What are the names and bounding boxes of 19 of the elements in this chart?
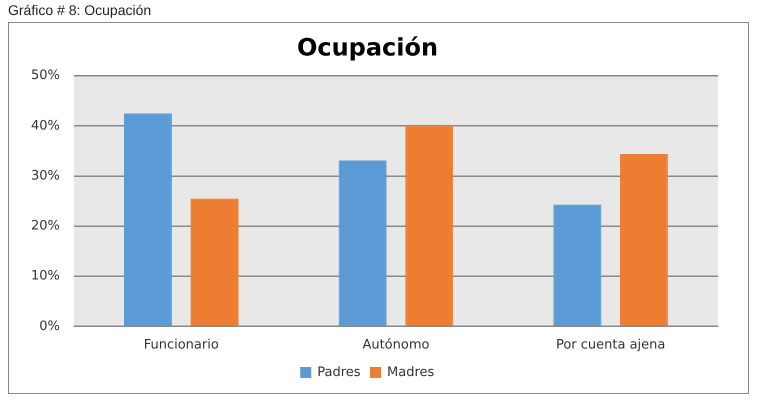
- bar: [338, 160, 387, 326]
- bar: [124, 113, 172, 326]
- y-tick-label: 10%: [30, 268, 60, 284]
- text: Gráfico # 8: Ocupación: [8, 2, 152, 18]
- bar: [553, 204, 602, 326]
- legend-label: Madres: [387, 364, 435, 380]
- y-tick-label: 0%: [39, 318, 60, 334]
- chart-title: Ocupación: [296, 34, 438, 62]
- x-tick-label: Funcionario: [144, 338, 219, 353]
- y-tick-label: 50%: [30, 68, 60, 84]
- legend-label: Padres: [317, 364, 361, 380]
- y-tick-label: 40%: [30, 118, 60, 134]
- x-tick-label: Por cuenta ajena: [556, 338, 666, 353]
- x-tick-label: Autónomo: [362, 338, 430, 353]
- bar: [405, 126, 454, 326]
- y-tick-label: 30%: [30, 168, 60, 184]
- bar: [620, 154, 668, 326]
- y-tick-label: 20%: [30, 218, 60, 234]
- bar: [190, 198, 238, 326]
